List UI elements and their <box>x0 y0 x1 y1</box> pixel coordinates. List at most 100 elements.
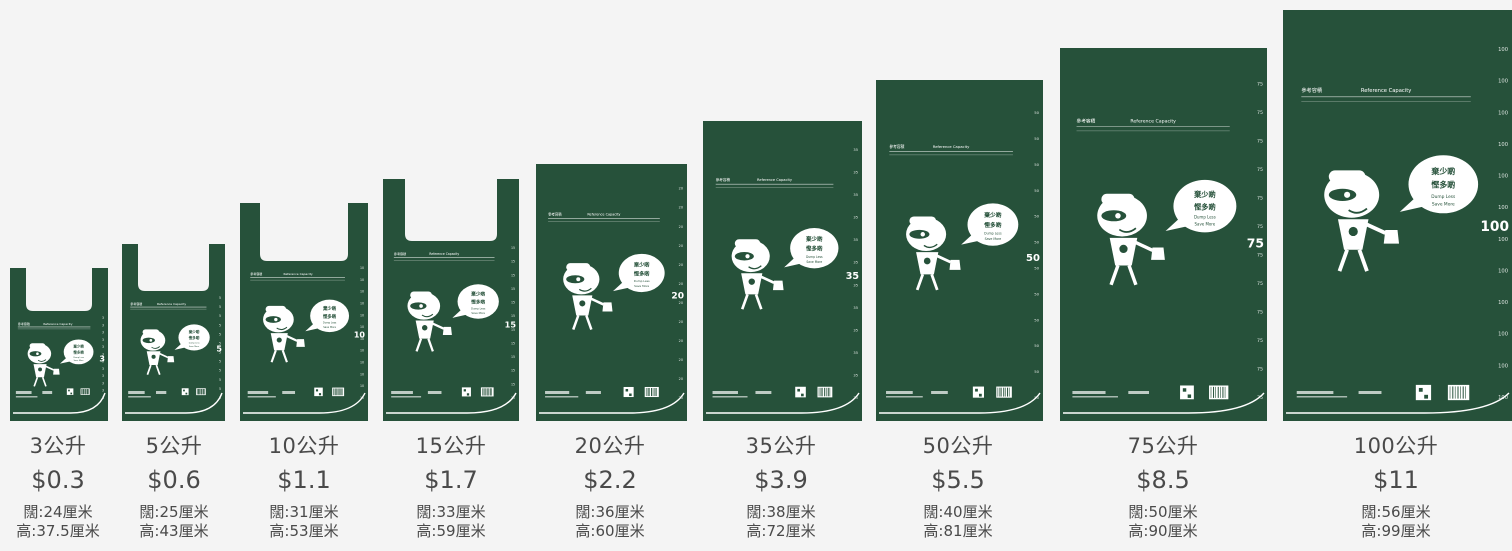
scale-tick: 100 <box>1498 237 1508 243</box>
bag-label: 3公升 $0.3 闊:24厘米 高:37.5厘米 <box>0 433 128 541</box>
slogan-en-1: Dump Less <box>634 279 650 283</box>
reference-zh: 參考容積 <box>716 177 731 182</box>
slogan-en-2: Save More <box>806 260 822 264</box>
reference-en: Reference Capacity <box>43 322 72 326</box>
scale-tick: 3 <box>102 352 104 356</box>
scale-tick: 75 <box>1257 81 1263 87</box>
barcode-icon <box>817 386 833 398</box>
bag-label: 75公升 $8.5 闊:50厘米 高:90厘米 <box>1093 433 1233 541</box>
reference-zh: 參考容積 <box>1301 86 1323 94</box>
scale-tick: 75 <box>1257 195 1263 201</box>
slogan-en-1: Dump Less <box>73 357 84 359</box>
bag-label: 10公升 $1.1 闊:31厘米 高:53厘米 <box>234 433 374 541</box>
scale-tick: 100 <box>1498 268 1508 274</box>
bag-price: $1.7 <box>424 466 478 494</box>
logo-mark <box>391 391 413 394</box>
slogan-zh-2: 慳多啲 <box>323 313 337 320</box>
scale-tick: 20 <box>679 339 683 343</box>
scale-tick: 20 <box>679 358 683 362</box>
scale-tick: 15 <box>511 355 515 359</box>
scale-mark: 50 <box>1026 253 1040 264</box>
scale-tick: 35 <box>853 328 858 332</box>
scale-tick: 50 <box>1034 136 1039 141</box>
slogan-zh-1: 棄少啲 <box>189 329 200 334</box>
scale-tick: 20 <box>679 206 683 210</box>
scale-tick: 10 <box>360 384 364 388</box>
scale-tick: 50 <box>1034 188 1039 193</box>
bag-body <box>240 203 368 421</box>
qr-code-icon <box>314 387 323 397</box>
logo-mark <box>247 391 269 394</box>
bag-height: 高:59厘米 <box>416 522 486 540</box>
slogan-en-2: Save More <box>189 345 200 348</box>
bag-height: 高:53厘米 <box>269 522 339 540</box>
logo-mark <box>545 391 570 394</box>
scale-tick: 3 <box>102 323 104 327</box>
mascot-figure <box>731 239 784 310</box>
slogan-zh-2: 慳多啲 <box>634 269 650 277</box>
barcode-icon <box>80 388 90 395</box>
reference-zh: 參考容積 <box>394 251 406 256</box>
slogan-en-2: Save More <box>74 359 85 362</box>
bag-price: $1.1 <box>277 466 331 494</box>
scale-tick: 5 <box>219 332 221 336</box>
bag-width: 闊:40厘米 <box>923 503 993 521</box>
bag-label: 100公升 $11 闊:56厘米 高:99厘米 <box>1326 433 1466 541</box>
scale-tick: 10 <box>360 266 364 270</box>
scale-tick: 3 <box>102 374 104 378</box>
scale-tick: 100 <box>1498 142 1508 148</box>
bag-width: 闊:33厘米 <box>416 503 486 521</box>
slogan-en-1: Dump Less <box>189 343 200 345</box>
bag-dimensions: 闊:38厘米 高:72厘米 <box>711 503 851 541</box>
bag-dimensions: 闊:40厘米 高:81厘米 <box>888 503 1028 541</box>
bag-dimensions: 闊:50厘米 高:90厘米 <box>1093 503 1233 541</box>
bag-price: $5.5 <box>931 466 985 494</box>
scale-tick: 100 <box>1498 174 1508 180</box>
scale-tick: 15 <box>511 328 515 332</box>
logo-mark <box>15 391 32 394</box>
slogan-en-2: Save More <box>323 326 336 329</box>
slogan-en-1: Dump Less <box>471 307 486 311</box>
scale-tick: 10 <box>360 337 364 341</box>
logo-mark <box>712 391 738 394</box>
bag-label: 15公升 $1.7 闊:33厘米 高:59厘米 <box>381 433 521 541</box>
scale-tick: 35 <box>853 283 858 287</box>
bag-dimensions: 闊:25厘米 高:43厘米 <box>104 503 244 541</box>
bag-dimensions: 闊:36厘米 高:60厘米 <box>540 503 680 541</box>
scale-tick: 35 <box>853 238 858 242</box>
scale-tick: 5 <box>219 314 221 318</box>
scale-mark: 100 <box>1480 219 1509 235</box>
scale-tick: 20 <box>679 187 683 191</box>
scale-tick: 50 <box>1034 395 1039 400</box>
scale-tick: 3 <box>102 345 104 349</box>
bag-dimensions: 闊:56厘米 高:99厘米 <box>1326 503 1466 541</box>
scale-tick: 35 <box>853 148 858 152</box>
scale-tick: 100 <box>1498 79 1508 85</box>
bag-capacity: 35公升 <box>745 434 817 458</box>
bag-width: 闊:31厘米 <box>269 503 339 521</box>
scale-tick: 3 <box>102 396 104 400</box>
bag-height: 高:81厘米 <box>923 522 993 540</box>
scale-tick: 75 <box>1257 366 1263 372</box>
bag-label: 50公升 $5.5 闊:40厘米 高:81厘米 <box>888 433 1028 541</box>
bag-width: 闊:36厘米 <box>575 503 645 521</box>
bag-capacity: 100公升 <box>1353 434 1439 458</box>
scale-tick: 10 <box>360 372 364 376</box>
qr-code-icon <box>1415 384 1432 401</box>
qr-code-icon <box>1180 385 1194 400</box>
scale-tick: 15 <box>511 273 515 277</box>
bag-label: 35公升 $3.9 闊:38厘米 高:72厘米 <box>711 433 851 541</box>
scale-tick: 20 <box>679 396 683 400</box>
bag-height: 高:99厘米 <box>1361 522 1431 540</box>
bag-dimensions: 闊:33厘米 高:59厘米 <box>381 503 521 541</box>
scale-tick: 20 <box>679 377 683 381</box>
reference-en: Reference Capacity <box>284 272 313 276</box>
bag-capacity: 10公升 <box>268 434 340 458</box>
bag-body <box>1060 48 1267 421</box>
bag-stripe <box>243 392 366 414</box>
slogan-zh-2: 慳多啲 <box>1194 202 1215 211</box>
scale-tick: 15 <box>511 287 515 291</box>
qr-code-icon <box>66 388 74 395</box>
